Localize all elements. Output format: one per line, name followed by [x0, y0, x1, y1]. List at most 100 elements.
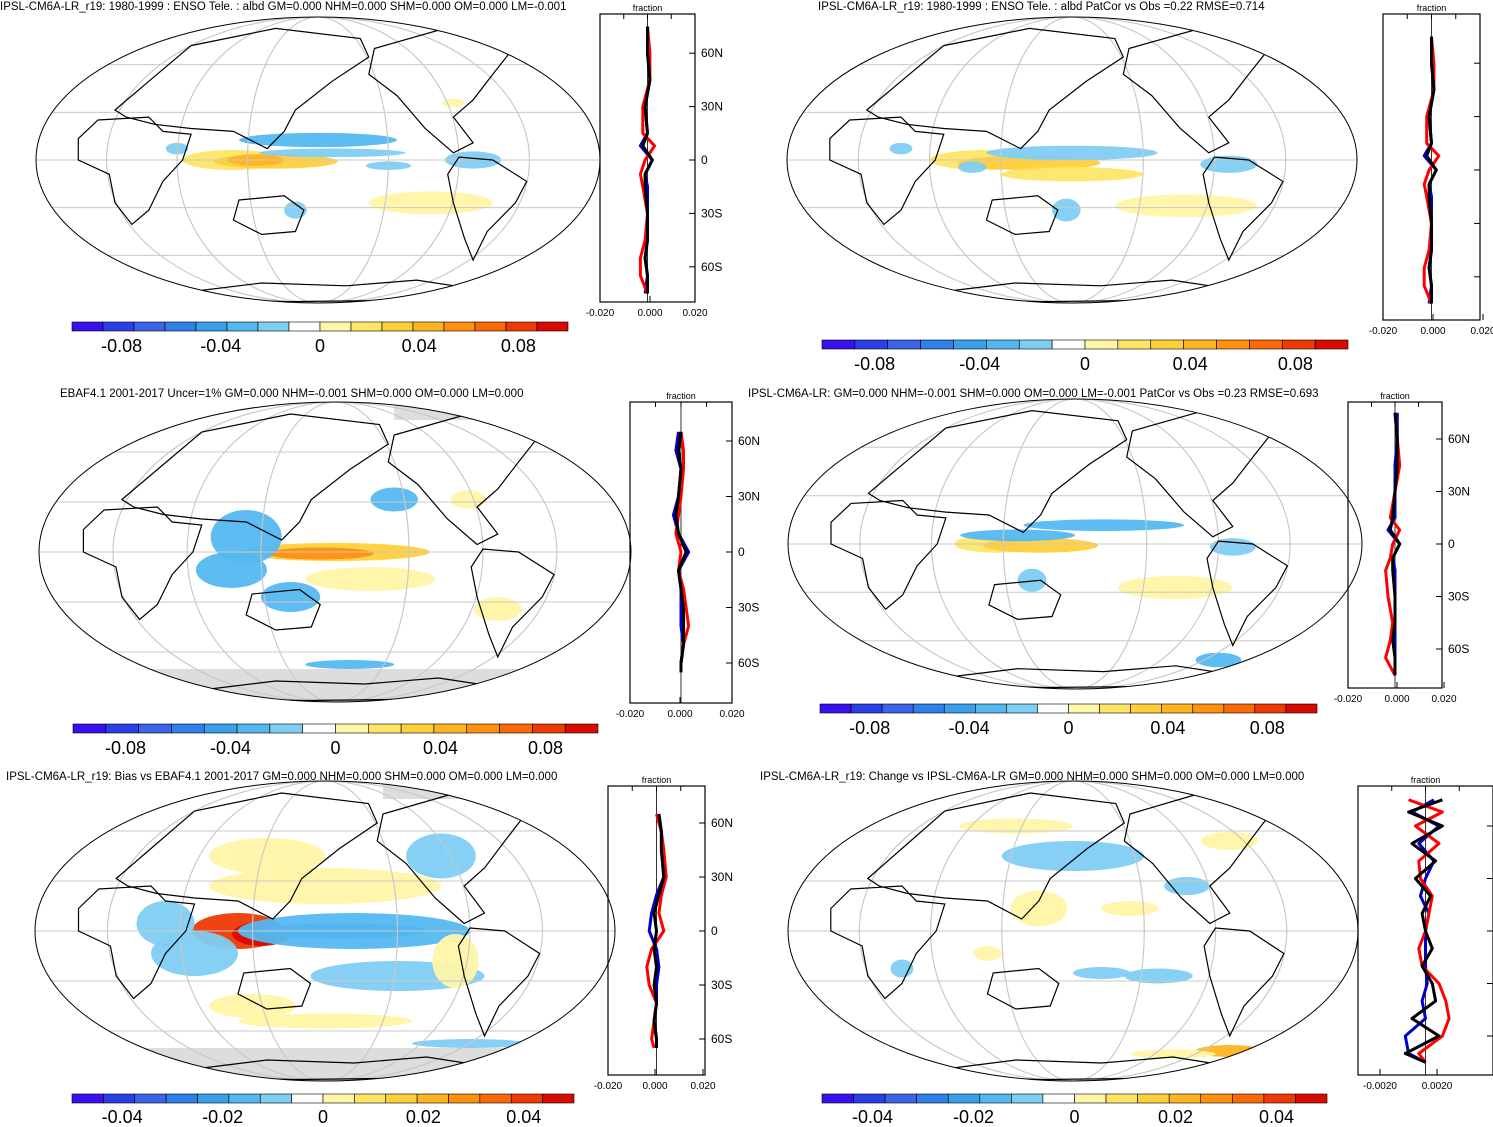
colorbar-box — [564, 723, 599, 734]
colorbar-label: 0 — [1063, 718, 1073, 738]
coastline-eurasia — [866, 792, 1126, 920]
longitude-gridline — [179, 781, 471, 1081]
colorbar-box — [164, 321, 197, 332]
coastline-samerica — [470, 548, 555, 659]
colorbar-label: -0.08 — [849, 718, 890, 738]
map-border — [34, 780, 616, 1082]
colorbar-box — [1068, 703, 1100, 714]
colorbar: -0.04 -0.02 0 0.02 0.04 — [71, 1093, 575, 1127]
latitude-label: 60S — [1448, 642, 1469, 656]
colorbar-box — [979, 1093, 1012, 1104]
colorbar-box — [499, 723, 533, 734]
x-tick-label: 0.000 — [637, 308, 662, 319]
coastline-australia — [232, 195, 305, 236]
longitude-gridline — [1000, 17, 1144, 303]
map — [787, 398, 1363, 690]
latitude-label: 30N — [711, 870, 733, 884]
coastline-eurasia — [115, 792, 378, 920]
longitude-gridline — [859, 399, 1291, 689]
longitude-gridline — [857, 17, 1287, 303]
x-tick-label: 0.020 — [719, 709, 744, 720]
zonal-series-line — [1388, 412, 1402, 676]
colorbar-box — [1285, 703, 1318, 714]
colorbar-box — [1232, 1093, 1265, 1104]
colorbar-label: 0 — [1080, 354, 1090, 374]
anomaly-patch — [983, 538, 1098, 553]
coastline-eurasia — [120, 413, 390, 541]
anomaly-patch — [368, 191, 493, 215]
colorbar-label: 0.04 — [506, 1107, 541, 1127]
longitude-gridline — [931, 399, 1219, 689]
anomaly-patch — [958, 161, 987, 173]
zonal-series-line — [1408, 798, 1451, 1064]
panel-title: IPSL-CM6A-LR_r19: Change vs IPSL-CM6A-LR… — [760, 771, 1304, 783]
anomaly-patch — [973, 946, 1002, 961]
coastline-samerica — [1203, 927, 1285, 1038]
longitude-gridline — [1002, 399, 1148, 689]
colorbar-box — [350, 321, 383, 332]
anomaly-patch — [305, 567, 436, 591]
missing-data-mask — [39, 669, 631, 702]
anomaly-patch — [370, 487, 418, 512]
colorbar-box — [821, 1093, 854, 1104]
colorbar-box — [1150, 339, 1184, 350]
coastline-australia — [237, 967, 312, 1010]
panel-title: IPSL-CM6A-LR_r19: 1980-1999 : ENSO Tele.… — [818, 1, 1265, 13]
colorbar-box — [448, 1093, 481, 1104]
latitude-label: 30S — [711, 978, 732, 992]
colorbar-box — [257, 321, 290, 332]
colorbar-box — [1130, 703, 1162, 714]
x-tick-label: 0.000 — [1420, 326, 1445, 337]
colorbar-box — [542, 1093, 575, 1104]
colorbar-box — [72, 723, 107, 734]
anomaly-patch — [266, 547, 374, 560]
zonal-series-line — [674, 431, 688, 673]
colorbar-box — [133, 321, 166, 332]
colorbar-label: -0.04 — [959, 354, 1000, 374]
panel-title: EBAF4.1 2001-2017 Uncer=1% GM=0.000 NHM=… — [60, 388, 523, 400]
longitude-gridline — [186, 402, 484, 702]
colorbar-label: -0.04 — [949, 718, 990, 738]
map — [787, 780, 1359, 1082]
zonal-mean-plot: fraction -0.020 0.000 0.020 60N 30N 0 30S 60S — [1334, 391, 1470, 705]
longitude-gridline — [930, 781, 1216, 1081]
colorbar-box — [385, 1093, 418, 1104]
latitude-label: 60S — [738, 656, 759, 670]
colorbar-box — [916, 1093, 949, 1104]
zonal-unit-label: fraction — [666, 391, 696, 401]
map-border — [786, 16, 1358, 304]
colorbar: -0.08 -0.04 0 0.04 0.08 — [821, 339, 1349, 374]
colorbar-label: 0.08 — [528, 738, 563, 758]
colorbar-box — [1200, 1093, 1233, 1104]
colorbar-label: 0.04 — [1150, 718, 1185, 738]
x-tick-label: -0.020 — [594, 1081, 623, 1092]
colorbar-box — [1011, 1093, 1044, 1104]
anomaly-patch — [1052, 198, 1081, 222]
x-tick-label: 0.020 — [690, 1081, 715, 1092]
panel-title: IPSL-CM6A-LR_r19: 1980-1999 : ENSO Tele.… — [0, 1, 566, 13]
anomaly-patch — [305, 660, 395, 669]
zonal-series-line — [1403, 798, 1444, 1064]
colorbar-label: 0.08 — [1250, 718, 1285, 738]
zonal-unit-label: fraction — [1417, 3, 1447, 13]
latitude-label: 0 — [1448, 537, 1455, 551]
longitude-gridline — [247, 17, 389, 303]
anomaly-patch — [474, 597, 522, 621]
colorbar-box — [854, 339, 889, 350]
colorbar-box — [195, 321, 228, 332]
anomaly-patch — [1118, 575, 1233, 600]
colorbar-box — [986, 339, 1020, 350]
zonal-unit-label: fraction — [642, 775, 672, 785]
colorbar-box — [433, 723, 468, 734]
anomaly-patch — [209, 868, 441, 904]
x-tick-label: 0.020 — [1470, 326, 1493, 337]
coastline-africa — [77, 885, 196, 1000]
colorbar-box — [920, 339, 954, 350]
colorbar-box — [443, 321, 476, 332]
colorbar-box — [1161, 703, 1194, 714]
zonal-series-line — [1384, 412, 1402, 677]
anomaly-patch — [406, 833, 476, 879]
anomaly-patch — [1001, 841, 1145, 871]
colorbar-label: -0.08 — [105, 738, 146, 758]
